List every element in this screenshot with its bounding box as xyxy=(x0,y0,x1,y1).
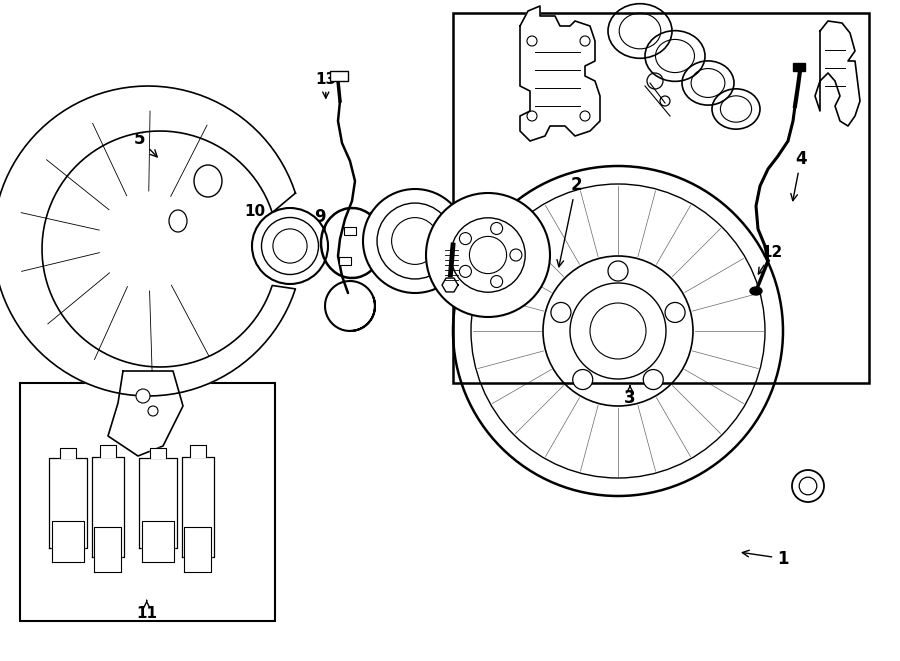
Bar xyxy=(330,71,348,81)
Circle shape xyxy=(459,233,472,245)
Bar xyxy=(20,383,274,621)
Text: 2: 2 xyxy=(557,176,581,267)
Ellipse shape xyxy=(169,210,187,232)
Polygon shape xyxy=(108,371,183,456)
Text: 5: 5 xyxy=(134,130,158,157)
Text: 12: 12 xyxy=(759,245,783,274)
Text: 4: 4 xyxy=(791,149,806,201)
Circle shape xyxy=(665,303,685,323)
Circle shape xyxy=(491,276,502,288)
Circle shape xyxy=(252,208,328,284)
Text: 8: 8 xyxy=(368,210,380,242)
Polygon shape xyxy=(0,86,295,396)
Bar xyxy=(793,63,805,71)
Polygon shape xyxy=(94,527,122,572)
Text: 9: 9 xyxy=(314,208,326,233)
Text: 1: 1 xyxy=(742,549,788,568)
Circle shape xyxy=(459,266,472,278)
Circle shape xyxy=(426,193,550,317)
Polygon shape xyxy=(139,458,176,549)
Polygon shape xyxy=(49,458,86,549)
Bar xyxy=(453,13,868,383)
Circle shape xyxy=(510,249,522,261)
Circle shape xyxy=(148,406,158,416)
Polygon shape xyxy=(100,446,116,457)
Polygon shape xyxy=(141,522,174,562)
Circle shape xyxy=(363,189,467,293)
Circle shape xyxy=(608,261,628,281)
Bar xyxy=(339,257,351,265)
Circle shape xyxy=(644,369,663,389)
Circle shape xyxy=(491,223,502,235)
Bar xyxy=(344,227,356,235)
Circle shape xyxy=(136,389,150,403)
Polygon shape xyxy=(182,457,214,557)
Circle shape xyxy=(551,303,571,323)
Polygon shape xyxy=(442,278,458,292)
Ellipse shape xyxy=(194,165,222,197)
Text: 7: 7 xyxy=(404,235,415,263)
Text: 10: 10 xyxy=(244,204,266,229)
Polygon shape xyxy=(51,522,84,562)
Text: 13: 13 xyxy=(315,72,337,98)
Circle shape xyxy=(792,470,824,502)
Polygon shape xyxy=(92,457,124,557)
Circle shape xyxy=(572,369,593,389)
Polygon shape xyxy=(149,447,166,458)
Polygon shape xyxy=(59,447,76,458)
Polygon shape xyxy=(190,446,206,457)
Polygon shape xyxy=(184,527,212,572)
Text: 6: 6 xyxy=(427,209,441,242)
Ellipse shape xyxy=(750,287,762,295)
Polygon shape xyxy=(520,6,600,141)
Text: 11: 11 xyxy=(136,600,158,621)
Polygon shape xyxy=(815,21,860,126)
Text: 3: 3 xyxy=(625,386,635,407)
